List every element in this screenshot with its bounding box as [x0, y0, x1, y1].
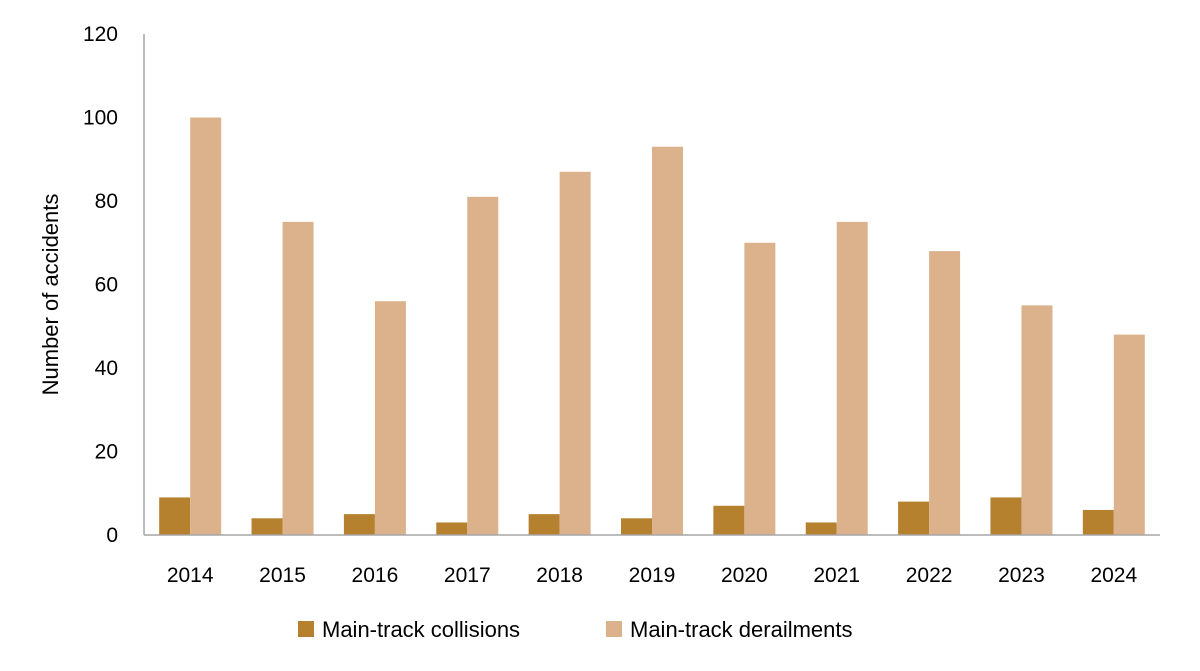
x-tick-label: 2021 [813, 564, 860, 587]
y-tick-label: 60 [95, 274, 118, 297]
collisions-bar-2017 [436, 522, 467, 535]
derailments-bar-2024 [1114, 335, 1145, 535]
collisions-bar-2015 [252, 518, 283, 535]
x-tick-label: 2014 [167, 564, 214, 587]
derailments-bar-2021 [837, 222, 868, 535]
y-tick-label: 20 [95, 441, 118, 464]
legend-swatch [298, 621, 314, 637]
derailments-bar-2020 [744, 243, 775, 535]
y-axis-title: Number of accidents [38, 194, 63, 396]
derailments-bar-2014 [190, 118, 221, 536]
x-tick-label: 2020 [721, 564, 768, 587]
y-tick-label: 100 [83, 107, 118, 130]
x-tick-label: 2023 [998, 564, 1045, 587]
collisions-bar-2024 [1083, 510, 1114, 535]
legend: Main-track collisions Main-track derailme… [298, 617, 853, 642]
y-tick-label: 0 [106, 524, 118, 547]
collisions-bar-2019 [621, 518, 652, 535]
legend-label: Main-track collisions [322, 617, 520, 642]
collisions-bar-2021 [806, 522, 837, 535]
bars-layer [159, 118, 1145, 536]
derailments-bar-2017 [467, 197, 498, 535]
y-tick-labels: 0 20 40 60 80 100 120 [83, 23, 118, 547]
derailments-bar-2015 [283, 222, 314, 535]
x-tick-label: 2017 [444, 564, 491, 587]
derailments-bar-2016 [375, 301, 406, 535]
y-tick-label: 120 [83, 23, 118, 46]
collisions-bar-2018 [529, 514, 560, 535]
y-tick-label: 80 [95, 190, 118, 213]
collisions-bar-2020 [713, 506, 744, 535]
legend-label: Main-track derailments [630, 617, 853, 642]
x-tick-label: 2015 [259, 564, 306, 587]
collisions-bar-2014 [159, 497, 190, 535]
derailments-bar-2019 [652, 147, 683, 535]
x-tick-label: 2018 [536, 564, 583, 587]
derailments-bar-2022 [929, 251, 960, 535]
x-tick-label: 2022 [906, 564, 953, 587]
derailments-bar-2018 [560, 172, 591, 535]
x-tick-label: 2019 [629, 564, 676, 587]
derailments-bar-2023 [1021, 305, 1052, 535]
collisions-bar-2023 [990, 497, 1021, 535]
y-tick-label: 40 [95, 357, 118, 380]
collisions-bar-2016 [344, 514, 375, 535]
legend-swatch [606, 621, 622, 637]
x-tick-label: 2024 [1090, 564, 1137, 587]
collisions-bar-2022 [898, 502, 929, 535]
x-tick-label: 2016 [352, 564, 399, 587]
x-tick-labels: 2014 2015 2016 2017 2018 2019 2020 2021 2022 2023… [167, 564, 1138, 587]
